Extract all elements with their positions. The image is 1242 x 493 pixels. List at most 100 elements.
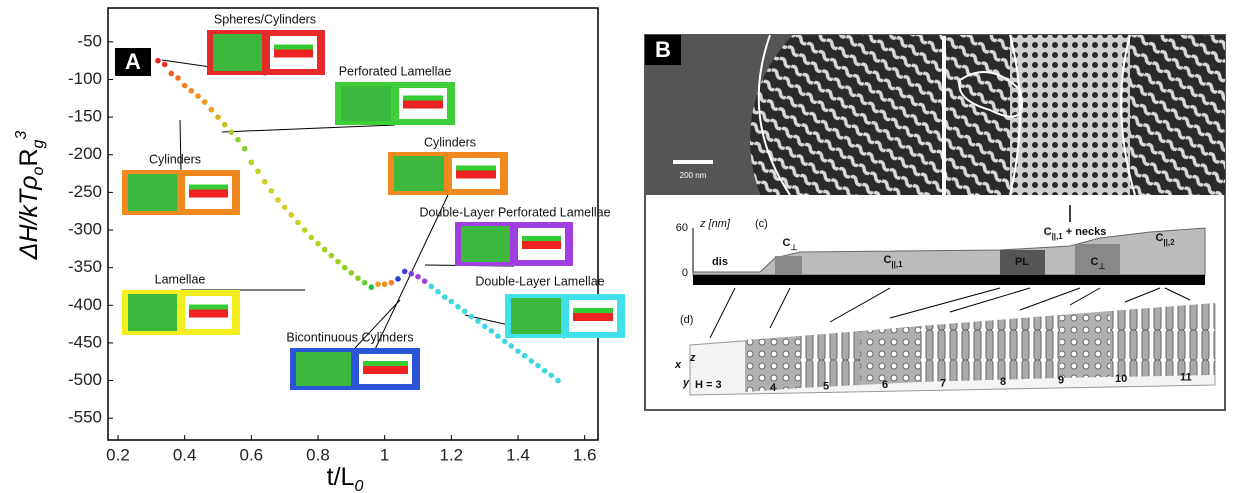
y-tick-label: -100	[68, 69, 102, 88]
point	[321, 246, 328, 253]
point	[455, 303, 461, 310]
point	[295, 219, 301, 226]
point	[208, 106, 215, 113]
phase-sub: ||,2	[1163, 238, 1175, 247]
inset-cube-layer	[573, 313, 613, 321]
h-value: 4	[770, 382, 777, 394]
x-tick-label: 1	[380, 445, 389, 464]
micrograph-dots	[1010, 35, 1130, 195]
y-tick-label: -550	[68, 408, 102, 427]
inset-morph	[128, 174, 177, 211]
point	[501, 338, 508, 345]
panel-label: A	[125, 49, 141, 74]
inset-cube-layer	[363, 366, 408, 374]
morph	[1060, 311, 1110, 378]
leader-line	[179, 119, 182, 171]
inset-cube-layer	[403, 100, 443, 109]
point	[195, 93, 201, 99]
y-tick-label: -300	[68, 220, 102, 239]
panel-label: B	[655, 37, 671, 62]
phase-main: PL	[1015, 256, 1029, 268]
inset-label: Perforated Lamellae	[339, 64, 452, 78]
morph	[920, 315, 1060, 382]
x-tick-label: 1.2	[440, 445, 464, 464]
inset-morph	[461, 226, 510, 262]
point	[535, 362, 541, 369]
point	[328, 252, 335, 259]
y-tick-label: -450	[68, 332, 102, 351]
inset-label: Cylinders	[424, 135, 476, 149]
label-part: R	[15, 148, 43, 166]
point	[515, 348, 521, 354]
point	[155, 57, 161, 64]
arrows	[709, 287, 1191, 339]
point	[548, 372, 555, 379]
inset-cube-layer	[189, 309, 228, 318]
point	[261, 179, 268, 185]
phase-sub: ||,1	[1052, 232, 1064, 241]
y-tick-label: -500	[68, 370, 102, 389]
phase-label: PL	[1015, 256, 1029, 268]
point	[248, 159, 255, 166]
leader-line	[221, 124, 396, 133]
point	[401, 268, 408, 275]
phase-suffix: + necks	[1066, 226, 1107, 238]
inset-cube-layer	[522, 236, 561, 241]
micrograph-pattern	[750, 35, 942, 195]
z-tick: 60	[676, 222, 688, 234]
subfig-label: (d)	[680, 314, 693, 326]
inset-morph	[128, 294, 177, 331]
panel-label-bg	[645, 35, 681, 65]
inset-label: Bicontinuous Cylinders	[286, 330, 413, 344]
point	[421, 278, 428, 284]
phase-main: C	[1155, 232, 1163, 244]
point	[355, 275, 361, 281]
y-tick-label: -250	[68, 182, 102, 201]
axis-glyph: y	[682, 377, 690, 389]
label-part: o	[30, 166, 47, 175]
point	[415, 273, 421, 280]
profile-block	[1000, 250, 1045, 275]
phase-sub: ||,1	[891, 260, 903, 269]
inset-morph	[213, 34, 262, 71]
phase-label: C⊥	[783, 237, 798, 252]
phase-sub: ⊥	[790, 243, 797, 252]
point	[308, 234, 315, 241]
y-tick-label: -200	[68, 144, 102, 163]
panel-label-bg	[115, 48, 151, 76]
z-tick: 0	[682, 267, 688, 279]
h-value: 10	[1115, 373, 1127, 385]
phase-label: C||,1 + necks	[1044, 226, 1107, 241]
inset-cube-layer	[189, 184, 228, 190]
subfig-label: (c)	[755, 218, 768, 230]
inset-cube-layer	[456, 165, 496, 171]
inset-cube-layer	[274, 49, 313, 58]
point	[268, 188, 275, 194]
boundary	[958, 34, 1136, 196]
point	[368, 284, 375, 291]
y-tick-label: -150	[68, 107, 102, 126]
morph	[1110, 303, 1215, 377]
scale-bar-label: 200 nm	[680, 171, 707, 180]
profile-block	[775, 256, 802, 275]
point	[441, 294, 448, 300]
plot-frame	[107, 7, 599, 441]
point	[255, 168, 261, 175]
h-value: 5	[823, 380, 829, 392]
inset-cube-layer	[456, 170, 496, 179]
y-axis-label: ΔH/kTρoRg3	[13, 131, 47, 261]
point	[341, 264, 348, 271]
point	[461, 308, 468, 315]
h-value: 7	[940, 377, 946, 389]
phase-main: C	[883, 254, 891, 266]
phase-main: C	[1091, 256, 1099, 268]
morph	[800, 331, 860, 388]
point	[221, 121, 228, 128]
point	[235, 136, 241, 143]
boundary	[757, 34, 791, 196]
label-part: t/L	[327, 463, 355, 491]
point	[488, 328, 495, 334]
